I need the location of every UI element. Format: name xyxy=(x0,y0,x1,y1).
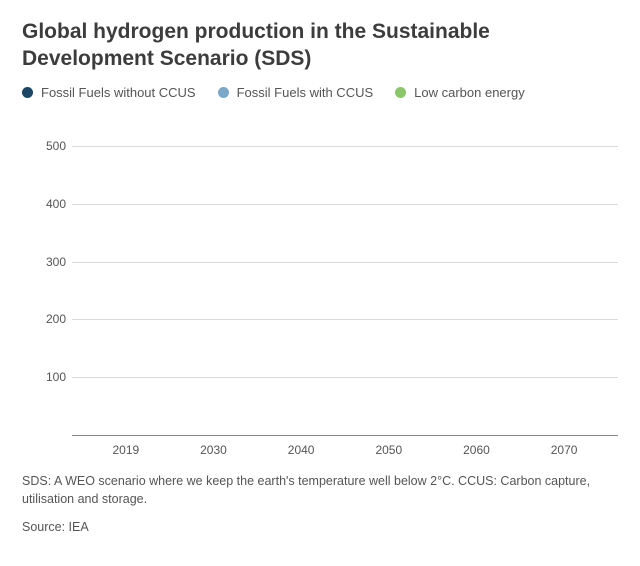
legend-swatch xyxy=(22,87,33,98)
x-tick-label: 2030 xyxy=(200,443,227,457)
chart-title: Global hydrogen production in the Sustai… xyxy=(22,18,618,73)
y-tick-label: 200 xyxy=(22,312,66,326)
legend-label: Fossil Fuels without CCUS xyxy=(41,85,196,100)
x-tick-label: 2050 xyxy=(375,443,402,457)
legend: Fossil Fuels without CCUS Fossil Fuels w… xyxy=(22,85,618,100)
legend-item: Low carbon energy xyxy=(395,85,525,100)
x-tick-label: 2070 xyxy=(551,443,578,457)
legend-label: Low carbon energy xyxy=(414,85,525,100)
y-tick-label: 400 xyxy=(22,197,66,211)
chart: 201920302040205020602070 100200300400500 xyxy=(50,118,618,458)
grid-line xyxy=(72,377,618,378)
legend-label: Fossil Fuels with CCUS xyxy=(237,85,374,100)
grid-line xyxy=(72,146,618,147)
x-tick-label: 2040 xyxy=(288,443,315,457)
grid-line xyxy=(72,204,618,205)
x-tick-label: 2060 xyxy=(463,443,490,457)
legend-swatch xyxy=(395,87,406,98)
y-tick-label: 300 xyxy=(22,255,66,269)
y-tick-label: 100 xyxy=(22,370,66,384)
legend-swatch xyxy=(218,87,229,98)
bars-container: 201920302040205020602070 xyxy=(72,118,618,435)
grid-line xyxy=(72,262,618,263)
footnote: SDS: A WEO scenario where we keep the ea… xyxy=(22,472,618,508)
source-label: Source: IEA xyxy=(22,520,618,534)
plot-area: 201920302040205020602070 100200300400500 xyxy=(72,118,618,436)
y-tick-label: 500 xyxy=(22,139,66,153)
legend-item: Fossil Fuels with CCUS xyxy=(218,85,374,100)
grid-line xyxy=(72,319,618,320)
x-tick-label: 2019 xyxy=(112,443,139,457)
legend-item: Fossil Fuels without CCUS xyxy=(22,85,196,100)
